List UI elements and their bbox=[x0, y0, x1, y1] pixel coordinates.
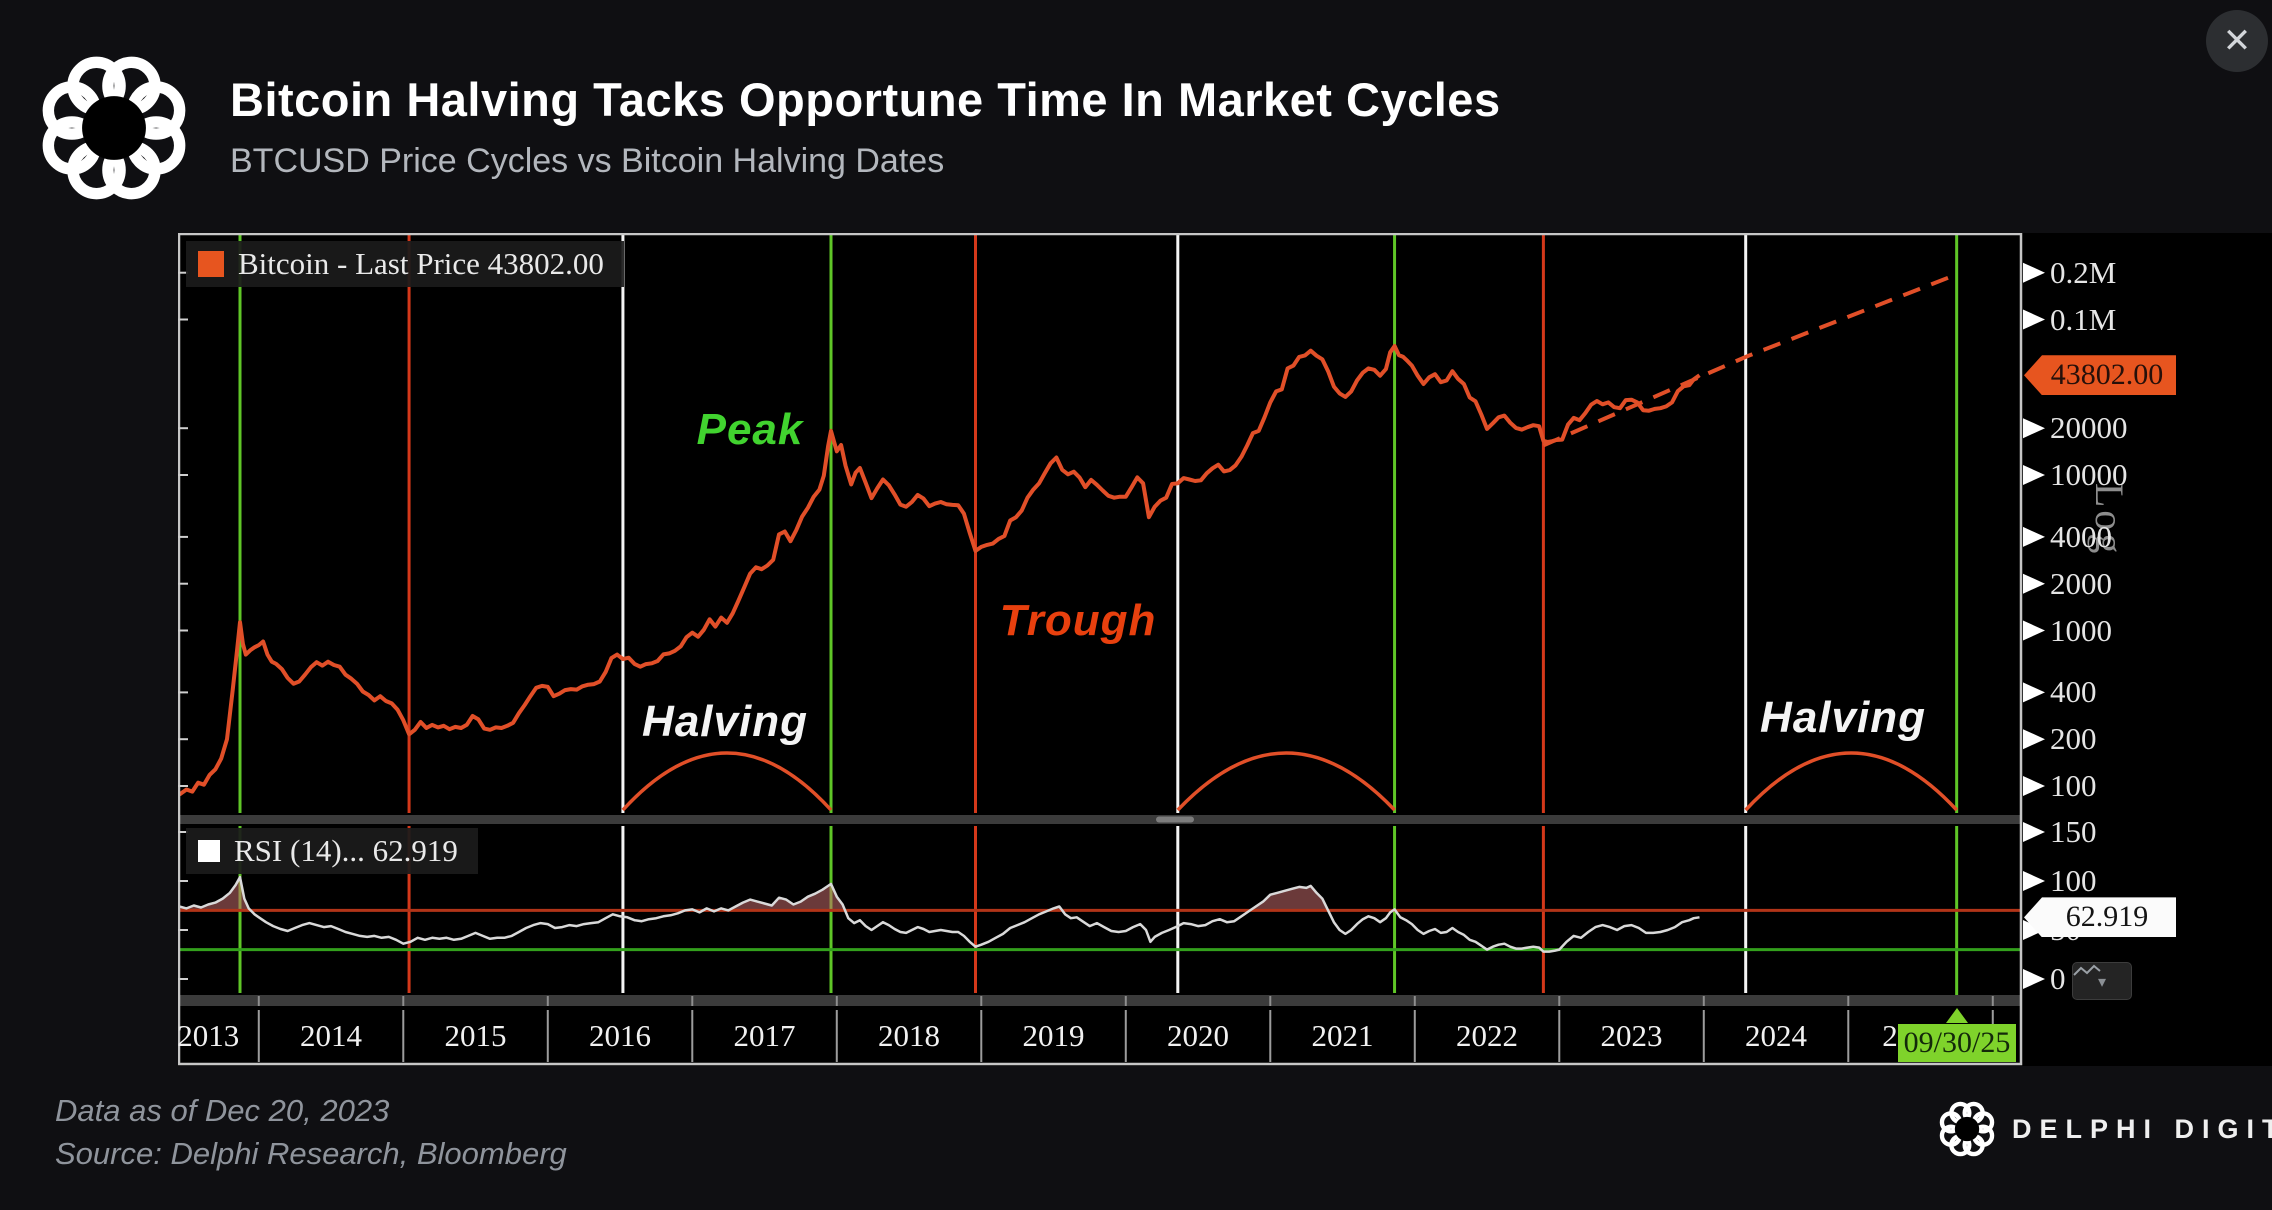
x-axis-year-label: 2015 bbox=[444, 1018, 507, 1053]
x-axis-year-label: 2022 bbox=[1456, 1018, 1519, 1053]
page-subtitle: BTCUSD Price Cycles vs Bitcoin Halving D… bbox=[230, 142, 945, 180]
last-price-badge: 43802.00 bbox=[2024, 355, 2176, 396]
x-axis-year-label: 2021 bbox=[1311, 1018, 1374, 1053]
rsi-axis-tick: 150 bbox=[2050, 814, 2097, 849]
footer-brand: DELPHI DIGITAL bbox=[1938, 1100, 2272, 1158]
rsi-settings-button[interactable]: ▾ bbox=[2072, 962, 2132, 1000]
halving-annotation-2: Halving bbox=[1760, 693, 1926, 742]
rsi-axis-tick: 100 bbox=[2050, 863, 2097, 898]
price-axis-tick: 10000 bbox=[2050, 457, 2128, 492]
close-icon: ✕ bbox=[2222, 21, 2252, 61]
chart-graphics bbox=[178, 233, 2045, 1066]
close-button[interactable]: ✕ bbox=[2206, 10, 2268, 72]
x-axis-year-label: 2024 bbox=[1745, 1018, 1808, 1053]
projected-date-badge: 09/30/25 bbox=[1898, 1024, 2016, 1062]
rsi-swatch-icon bbox=[198, 840, 220, 862]
price-axis-tick: 4000 bbox=[2050, 518, 2112, 554]
x-axis-year-label: 2016 bbox=[589, 1018, 652, 1053]
delphi-logo-icon bbox=[36, 52, 192, 204]
price-legend-label: Bitcoin - Last Price 43802.00 bbox=[238, 246, 604, 281]
x-axis-year-label: 2023 bbox=[1600, 1018, 1663, 1053]
price-axis-tick: 1000 bbox=[2050, 612, 2112, 648]
date-marker-triangle-icon bbox=[1946, 1008, 1968, 1023]
price-legend[interactable]: Bitcoin - Last Price 43802.00 bbox=[186, 241, 624, 287]
delphi-logo-small-icon bbox=[1939, 1101, 1995, 1157]
price-axis-tick: 200 bbox=[2050, 721, 2097, 757]
price-axis-tick: 2000 bbox=[2050, 565, 2112, 601]
price-axis-tick: 100 bbox=[2050, 768, 2097, 803]
price-axis-tick: 0.1M bbox=[2050, 301, 2117, 337]
peak-annotation: Peak bbox=[696, 405, 804, 454]
x-axis-year-label: 2014 bbox=[300, 1018, 363, 1053]
log-scale-label[interactable]: Log bbox=[2087, 483, 2132, 557]
price-axis-tick: 0.2M bbox=[2050, 254, 2117, 290]
halving-annotation-1: Halving bbox=[642, 697, 808, 746]
page-title: Bitcoin Halving Tacks Opportune Time In … bbox=[230, 73, 1501, 126]
x-axis-year-label: 2019 bbox=[1022, 1018, 1085, 1053]
rsi-axis-tick: 0 bbox=[2050, 961, 2066, 996]
caret-down-icon: ▾ bbox=[2097, 971, 2107, 991]
data-as-of-note: Data as of Dec 20, 2023 bbox=[55, 1093, 390, 1128]
chart-tool-icon bbox=[2073, 964, 2101, 976]
chart-canvas[interactable]: Bitcoin - Last Price 43802.00 RSI (14)..… bbox=[177, 233, 2272, 1066]
x-axis-year-label: 2020 bbox=[1167, 1018, 1230, 1053]
trough-annotation: Trough bbox=[999, 596, 1157, 645]
x-axis-year-label: 2013 bbox=[177, 1018, 240, 1053]
price-axis-tick: 20000 bbox=[2050, 410, 2128, 446]
rsi-legend[interactable]: RSI (14)... 62.919 bbox=[186, 828, 478, 874]
x-axis-year-label: 2018 bbox=[878, 1018, 941, 1053]
footer-brand-text: DELPHI DIGITAL bbox=[2012, 1113, 2272, 1144]
rsi-value-badge: 62.919 bbox=[2024, 897, 2176, 938]
source-note: Source: Delphi Research, Bloomberg bbox=[55, 1136, 567, 1171]
bitcoin-swatch-icon bbox=[198, 251, 224, 277]
rsi-legend-label: RSI (14)... 62.919 bbox=[234, 833, 458, 868]
price-axis-tick: 400 bbox=[2050, 674, 2097, 710]
x-axis-year-label: 2017 bbox=[733, 1018, 796, 1053]
